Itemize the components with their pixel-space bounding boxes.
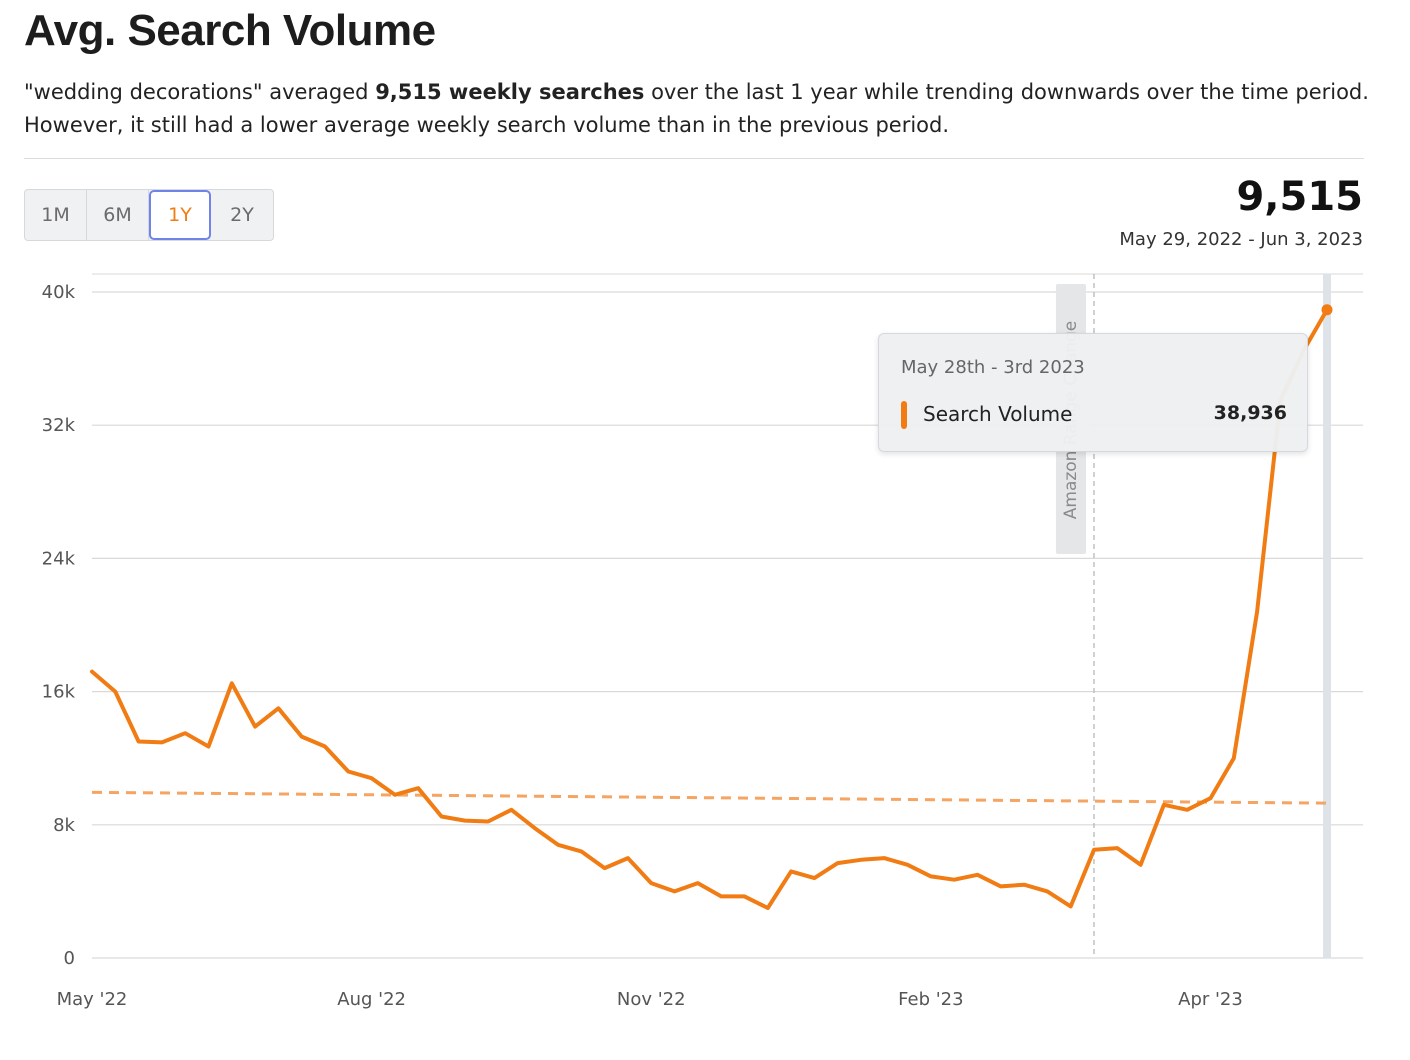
y-tick-label: 16k [42,682,76,703]
y-tick-label: 40k [42,282,76,303]
date-range-label: May 29, 2022 - Jun 3, 2023 [1119,229,1363,250]
range-button-1m[interactable]: 1M [25,190,87,240]
header-divider [24,158,1364,159]
summary-prefix: "wedding decorations" averaged [24,80,376,104]
page-title: Avg. Search Volume [24,6,436,55]
tooltip-date: May 28th - 3rd 2023 [901,357,1085,378]
highlighted-data-point [1321,304,1333,316]
time-range-selector: 1M 6M 1Y 2Y [24,189,274,241]
range-button-1y[interactable]: 1Y [149,190,211,240]
range-button-6m[interactable]: 6M [87,190,149,240]
tooltip-series-swatch [901,401,907,429]
y-tick-label: 24k [42,548,76,569]
summary-text: "wedding decorations" averaged 9,515 wee… [24,76,1369,142]
x-tick-label: Nov '22 [617,989,686,1010]
summary-highlight: 9,515 weekly searches [375,80,645,104]
series-line-search-volume [90,307,1329,910]
y-tick-label: 0 [64,948,75,969]
x-tick-label: Aug '22 [337,989,406,1010]
tooltip-series-value: 38,936 [1213,402,1287,424]
search-volume-chart: 0 8k 16k 24k 32k 40k May '22 Aug '22 Nov '22 Feb … [42,273,1363,1010]
x-tick-label: Feb '23 [898,989,963,1010]
trend-line [91,790,1328,805]
x-tick-label: Apr '23 [1178,989,1243,1010]
x-tick-label: May '22 [57,989,128,1010]
average-value: 9,515 [1236,174,1363,220]
tooltip-series-label: Search Volume [923,402,1073,426]
chart-tooltip: May 28th - 3rd 2023 Search Volume 38,936 [878,333,1308,452]
y-tick-label: 32k [42,415,76,436]
range-button-2y[interactable]: 2Y [211,190,273,240]
summary-suffix: over the last 1 year while trending down… [24,80,1369,137]
y-tick-label: 8k [53,815,75,836]
